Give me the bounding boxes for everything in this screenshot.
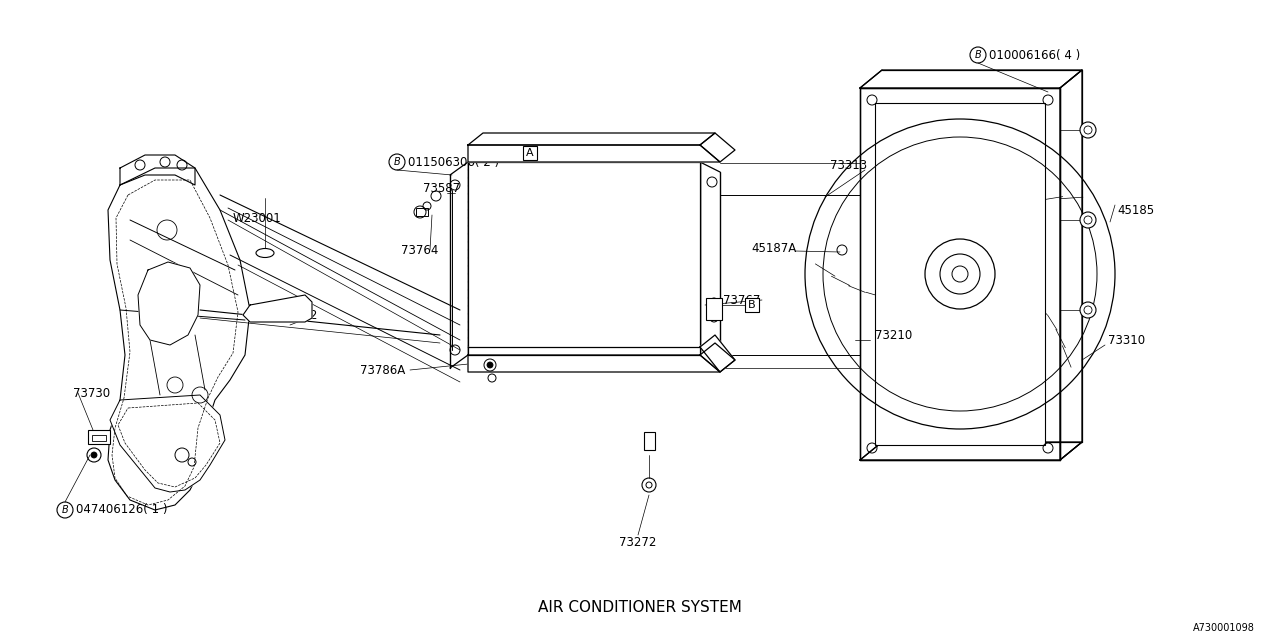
Polygon shape [468,347,700,355]
Text: 73730: 73730 [73,387,110,399]
Bar [468,162,700,355]
Bar [92,435,106,441]
Bar [524,146,538,160]
Text: 73767: 73767 [723,294,760,307]
Text: B: B [394,157,401,167]
Text: A: A [526,148,534,158]
Polygon shape [700,335,735,372]
Text: B: B [749,300,755,310]
Text: 010006166( 4 ): 010006166( 4 ) [989,49,1080,61]
Text: 73772: 73772 [280,308,317,321]
Polygon shape [243,295,312,322]
Bar [416,208,428,216]
Text: 73310: 73310 [1108,333,1146,346]
Text: 047406126( 1 ): 047406126( 1 ) [76,504,168,516]
Polygon shape [468,145,721,162]
Text: B: B [61,505,68,515]
Polygon shape [860,442,1082,460]
Text: 011506306( 2 ): 011506306( 2 ) [408,156,499,168]
Text: 73313: 73313 [829,159,867,172]
Bar [876,103,1044,445]
Ellipse shape [256,248,274,257]
Circle shape [1080,212,1096,228]
Text: B: B [974,50,982,60]
Circle shape [646,482,652,488]
Circle shape [1080,302,1096,318]
Text: AIR CONDITIONER SYSTEM: AIR CONDITIONER SYSTEM [538,600,742,616]
Polygon shape [120,155,195,185]
Text: A730001098: A730001098 [1193,623,1254,633]
Text: W23001: W23001 [233,211,282,225]
Polygon shape [108,168,250,510]
Polygon shape [700,343,735,372]
Bar [88,430,110,444]
Bar [644,432,655,450]
Text: 73786A: 73786A [360,364,406,376]
Circle shape [1080,122,1096,138]
Text: 73210: 73210 [876,328,913,342]
Text: 45185: 45185 [1117,204,1155,216]
Text: 73272: 73272 [620,536,657,548]
Polygon shape [1060,70,1082,460]
Polygon shape [700,133,735,162]
Text: 73764: 73764 [401,243,438,257]
Bar [707,298,722,320]
Polygon shape [468,355,721,372]
Polygon shape [860,70,1082,88]
Polygon shape [468,133,716,145]
Text: 73587: 73587 [422,182,460,195]
Circle shape [91,452,97,458]
Circle shape [952,266,968,282]
Polygon shape [860,88,1060,460]
Polygon shape [110,395,225,492]
Bar [745,298,759,312]
Circle shape [484,359,497,371]
Polygon shape [138,262,200,345]
Circle shape [262,251,268,255]
Text: 45187A: 45187A [751,241,797,255]
Circle shape [486,362,493,368]
